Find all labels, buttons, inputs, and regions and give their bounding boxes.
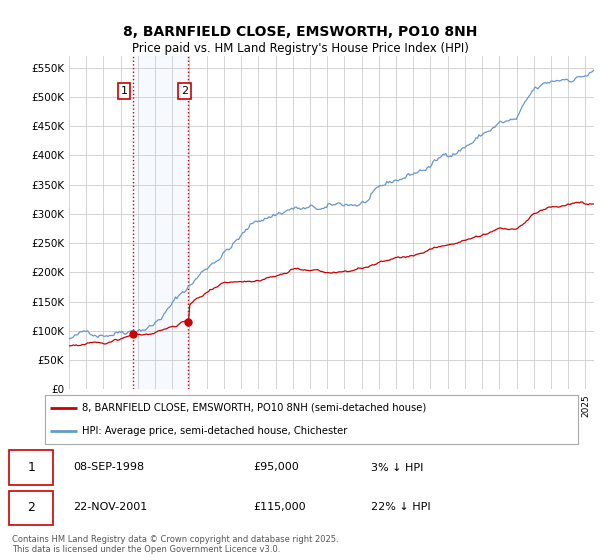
Text: £115,000: £115,000 — [253, 502, 305, 512]
Text: 8, BARNFIELD CLOSE, EMSWORTH, PO10 8NH: 8, BARNFIELD CLOSE, EMSWORTH, PO10 8NH — [123, 25, 477, 39]
Text: 08-SEP-1998: 08-SEP-1998 — [74, 463, 145, 473]
Bar — [133, 56, 188, 389]
Text: Contains HM Land Registry data © Crown copyright and database right 2025.
This d: Contains HM Land Registry data © Crown c… — [12, 535, 338, 554]
FancyBboxPatch shape — [45, 395, 578, 444]
FancyBboxPatch shape — [9, 491, 53, 525]
Text: 3% ↓ HPI: 3% ↓ HPI — [371, 463, 423, 473]
Text: 1: 1 — [28, 461, 35, 474]
Text: 22% ↓ HPI: 22% ↓ HPI — [371, 502, 430, 512]
Text: Price paid vs. HM Land Registry's House Price Index (HPI): Price paid vs. HM Land Registry's House … — [131, 42, 469, 55]
Text: 2: 2 — [28, 501, 35, 514]
Text: 22-NOV-2001: 22-NOV-2001 — [74, 502, 148, 512]
FancyBboxPatch shape — [9, 450, 53, 484]
Text: 1: 1 — [121, 86, 127, 96]
Text: 8, BARNFIELD CLOSE, EMSWORTH, PO10 8NH (semi-detached house): 8, BARNFIELD CLOSE, EMSWORTH, PO10 8NH (… — [83, 403, 427, 413]
Text: HPI: Average price, semi-detached house, Chichester: HPI: Average price, semi-detached house,… — [83, 426, 348, 436]
Text: 2: 2 — [181, 86, 188, 96]
Text: £95,000: £95,000 — [253, 463, 299, 473]
